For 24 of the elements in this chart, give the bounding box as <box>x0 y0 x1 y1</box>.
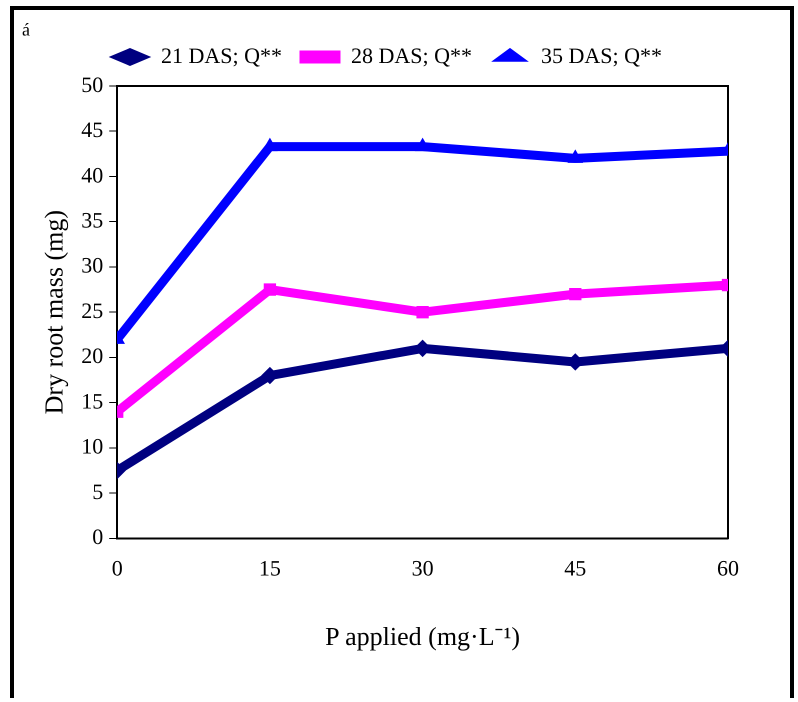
x-tick-label: 45 <box>564 555 586 580</box>
point <box>264 283 276 296</box>
y-tick-label: 10 <box>81 434 104 459</box>
x-tick-label: 60 <box>717 555 739 580</box>
y-tick-label: 0 <box>92 524 104 550</box>
legend-label: 21 DAS; Q** <box>160 42 282 68</box>
x-tick-label: 0 <box>112 555 123 580</box>
y-tick-label: 5 <box>92 478 104 504</box>
x-tick-label: 30 <box>412 555 434 580</box>
legend-label: 35 DAS; Q** <box>541 42 662 68</box>
text: á <box>22 20 30 40</box>
legend-label: 28 DAS; Q** <box>350 42 472 68</box>
y-tick-label: 35 <box>81 208 104 232</box>
y-axis-title: Dry root mass (mg) <box>39 210 68 414</box>
y-tick-label: 50 <box>81 72 104 97</box>
y-tick-label: 20 <box>81 343 104 368</box>
point <box>416 306 429 318</box>
x-axis-title: P applied (mg·L⁻¹) <box>325 622 520 652</box>
y-tick-label: 45 <box>81 117 104 142</box>
x-tick-label: 15 <box>258 555 281 580</box>
y-tick-label: 30 <box>81 252 104 278</box>
y-tick-label: 25 <box>81 298 104 323</box>
y-tick-label: 40 <box>81 162 104 188</box>
y-tick-label: 15 <box>81 388 104 414</box>
